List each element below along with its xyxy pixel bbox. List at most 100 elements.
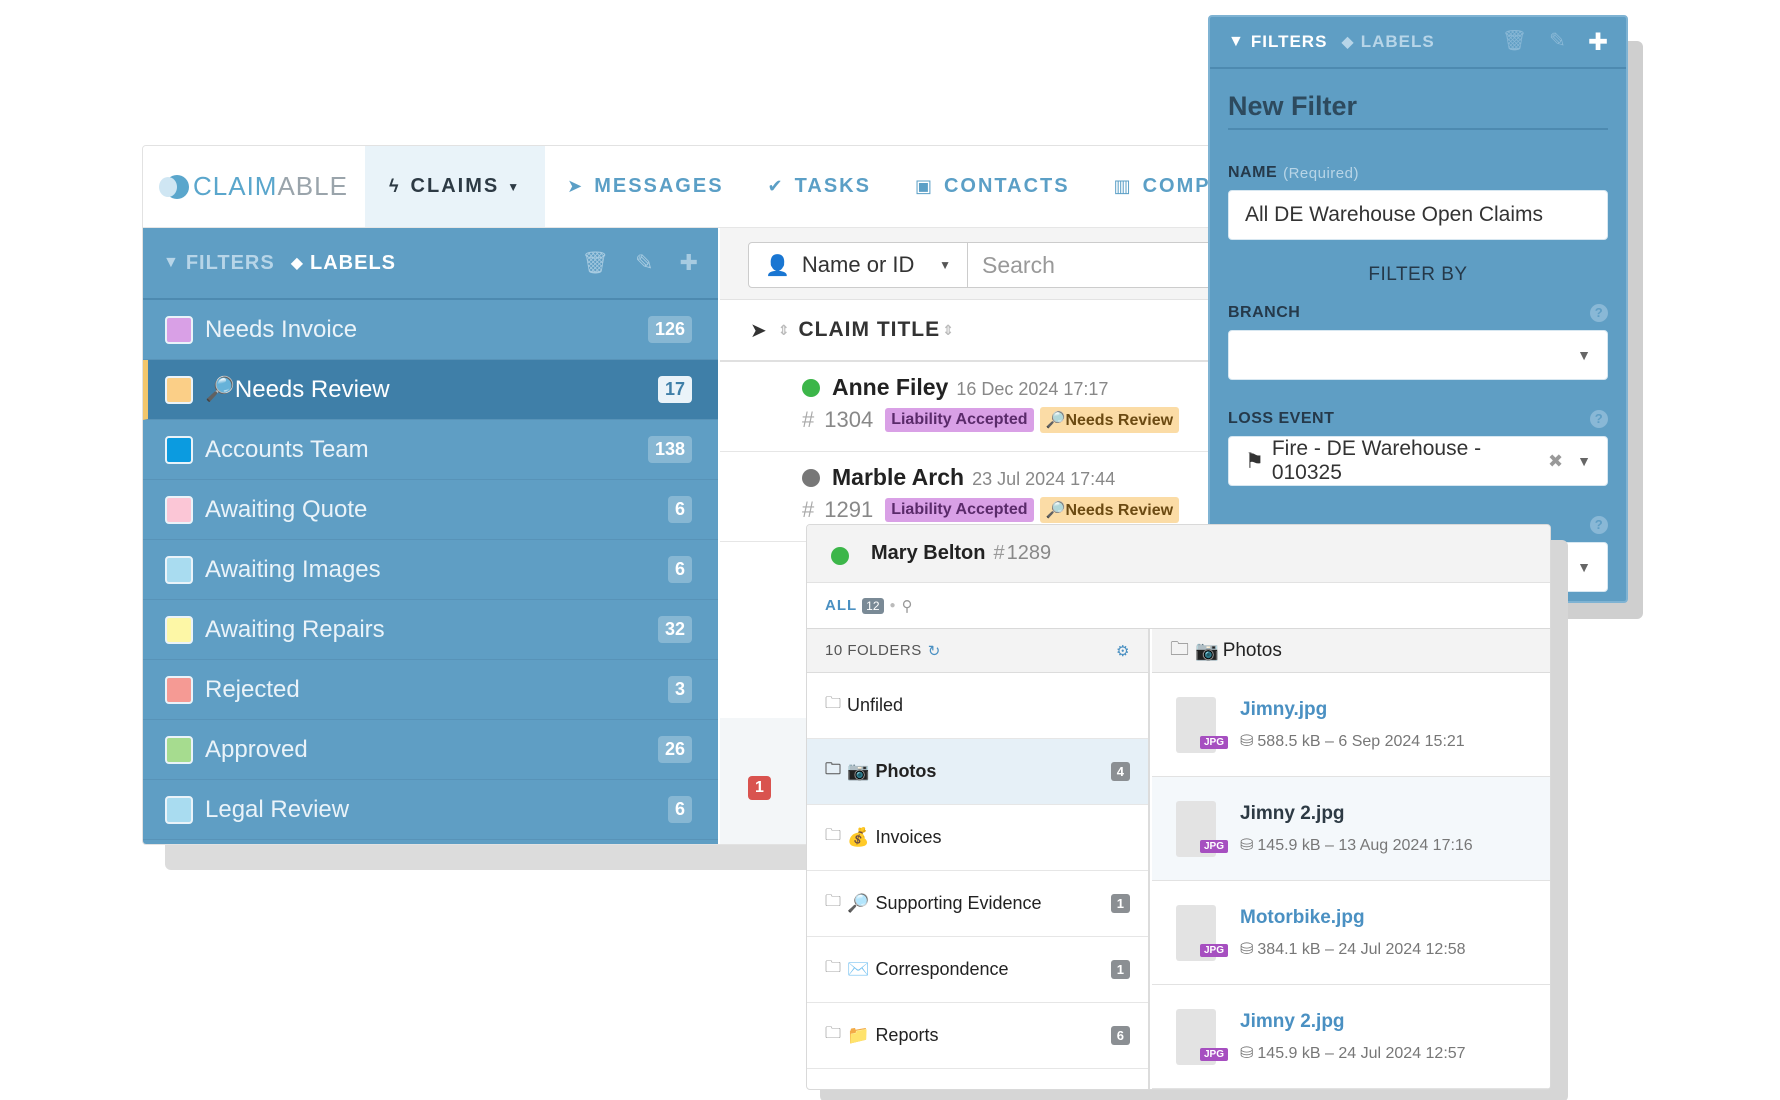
name-field-label: NAME (Required) <box>1228 164 1608 182</box>
folder-supporting-evidence[interactable]: 🗀 🔎 Supporting Evidence 1 <box>807 871 1148 937</box>
separator-dot: ● <box>889 600 896 611</box>
sidebar-item-accounts-team[interactable]: Accounts Team 138 <box>143 420 718 480</box>
label-count-badge: 17 <box>657 376 692 403</box>
claim-date: 23 Jul 2024 17:44 <box>972 469 1116 489</box>
sidebar-item-needs-review[interactable]: 🔎Needs Review 17 <box>143 360 718 420</box>
sidebar-item-awaiting-repairs[interactable]: Awaiting Repairs 32 <box>143 600 718 660</box>
claim-files-panel: Mary Belton # 1289 ALL 12 ● ⚲ 10 FOLDERS… <box>806 524 1551 1090</box>
file-name-link[interactable]: Jimny 2.jpg <box>1240 802 1345 824</box>
check-icon: ✔ <box>767 176 785 196</box>
tab-filters-label: FILTERS <box>1250 32 1328 51</box>
claim-row[interactable]: Anne Filey 16 Dec 2024 17:17 # 1304 Liab… <box>720 362 1241 452</box>
claimant-name: Mary Belton <box>871 542 986 564</box>
file-name-link[interactable]: Jimny 2.jpg <box>1240 1010 1345 1032</box>
label-color-swatch <box>165 735 193 764</box>
label-color-swatch <box>165 315 193 344</box>
claim-row[interactable]: Marble Arch 23 Jul 2024 17:44 # 1291 Lia… <box>720 452 1241 542</box>
label-count-badge: 126 <box>647 316 692 343</box>
tab-labels[interactable]: ◆ LABELS <box>1341 32 1434 52</box>
nav-companies[interactable]: ▥ COMP <box>1092 146 1233 227</box>
address-card-icon: ▣ <box>914 176 934 196</box>
file-meta: 145.9 kB – 24 Jul 2024 12:57 <box>1257 1044 1466 1062</box>
label-count-badge: 3 <box>667 676 692 703</box>
folder-photos[interactable]: 🗀 📷 Photos 4 <box>807 739 1148 805</box>
search-icon[interactable]: ⚲ <box>901 597 913 615</box>
search-type-label: Name or ID <box>801 252 915 277</box>
file-row[interactable]: JPG Jimny 2.jpg ⛁ 145.9 kB – 13 Aug 2024 … <box>1152 777 1550 881</box>
file-row[interactable]: JPG Jimny 2.jpg ⛁ 145.9 kB – 24 Jul 2024 … <box>1152 985 1550 1089</box>
help-icon[interactable]: ? <box>1590 516 1608 534</box>
sidebar-item-awaiting-images[interactable]: Awaiting Images 6 <box>143 540 718 600</box>
label-color-swatch <box>165 495 193 524</box>
files-panel-header: Mary Belton # 1289 <box>807 525 1550 583</box>
chevron-down-icon: ▼ <box>507 179 522 194</box>
trash-icon[interactable]: 🗑 <box>581 250 610 275</box>
loss-event-value: Fire - DE Warehouse - 010325 <box>1271 437 1482 484</box>
pencil-icon[interactable]: ✎ <box>635 250 654 275</box>
nav-contacts[interactable]: ▣ CONTACTS <box>893 146 1092 227</box>
nav-messages[interactable]: ➤ MESSAGES <box>545 146 745 227</box>
claimable-logo[interactable]: CLAIM ABLE <box>143 146 365 227</box>
sidebar-item-needs-invoice[interactable]: Needs Invoice 126 <box>143 300 718 360</box>
search-input[interactable]: Search <box>968 242 1241 288</box>
plus-icon[interactable]: ✚ <box>1587 28 1608 56</box>
sidebar-item-rejected[interactable]: Rejected 3 <box>143 660 718 720</box>
folder-icon: 🗀 <box>825 893 842 910</box>
claim-status-dot <box>802 469 820 487</box>
file-row[interactable]: JPG Jimny.jpg ⛁ 588.5 kB – 6 Sep 2024 15:… <box>1152 673 1550 777</box>
gear-icon[interactable]: ⚙ <box>1116 642 1130 660</box>
folder-correspondence[interactable]: 🗀 ✉️ Correspondence 1 <box>807 937 1148 1003</box>
help-icon[interactable]: ? <box>1590 304 1608 322</box>
folder-invoices[interactable]: 🗀 💰 Invoices <box>807 805 1148 871</box>
claimant-name: Marble Arch <box>832 464 965 490</box>
folder-label: Unfiled <box>847 695 904 715</box>
tab-filters[interactable]: ▼ FILTERS <box>1228 32 1327 52</box>
claim-number: 1304 <box>824 407 874 432</box>
claim-date: 16 Dec 2024 17:17 <box>956 379 1109 399</box>
folder-reports[interactable]: 🗀 📁 Reports 6 <box>807 1003 1148 1069</box>
sidebar-item-approved[interactable]: Approved 26 <box>143 720 718 780</box>
sort-icon[interactable]: ⇕ <box>777 321 791 338</box>
label-color-swatch <box>165 675 193 704</box>
labels-sidebar: ▼ FILTERS ◆ LABELS 🗑 ✎ ✚ Needs Invoice 126… <box>143 228 718 844</box>
filter-icon: ▼ <box>1228 33 1245 50</box>
sidebar-item-awaiting-quote[interactable]: Awaiting Quote 6 <box>143 480 718 540</box>
hard-drive-icon: ⛁ <box>1240 1044 1254 1062</box>
tab-all[interactable]: ALL <box>825 597 858 614</box>
nav-claims[interactable]: ϟ CLAIMS ▼ <box>365 146 546 227</box>
sidebar-item-label: 🔎Needs Review <box>205 376 390 403</box>
file-folder-icon: 📁 <box>847 1025 870 1045</box>
plus-icon[interactable]: ✚ <box>679 250 698 275</box>
trash-icon[interactable]: 🗑 <box>1501 29 1528 52</box>
nav-tasks[interactable]: ✔ TASKS <box>746 146 893 227</box>
tab-labels[interactable]: ◆ LABELS <box>291 252 396 275</box>
folder-unfiled[interactable]: 🗀 Unfiled <box>807 673 1148 739</box>
hash-icon: # <box>993 542 1005 564</box>
file-name-link[interactable]: Jimny.jpg <box>1240 698 1328 720</box>
sort-icon[interactable]: ⇕ <box>942 321 955 338</box>
search-type-select[interactable]: 👤 Name or ID ▼ <box>748 242 968 288</box>
help-icon[interactable]: ? <box>1590 410 1608 428</box>
folder-icon: 🗀 <box>825 761 842 778</box>
label-count-badge: 6 <box>667 496 692 523</box>
folder-icon: 🗀 <box>825 959 842 976</box>
branch-select[interactable]: ▼ <box>1228 330 1608 380</box>
filter-panel-actions: 🗑 ✎ ✚ <box>1502 28 1608 57</box>
file-name-link[interactable]: Motorbike.jpg <box>1240 906 1365 928</box>
folder-list: 10 FOLDERS ↻ ⚙ 🗀 Unfiled 🗀 📷 Photos 4 🗀 … <box>807 629 1150 1089</box>
file-row[interactable]: JPG Motorbike.jpg ⛁ 384.1 kB – 24 Jul 202… <box>1152 881 1550 985</box>
paper-plane-icon: ➤ <box>567 176 585 196</box>
clear-icon[interactable]: ✖ <box>1548 450 1564 471</box>
tab-filters[interactable]: ▼ FILTERS <box>163 252 275 275</box>
filter-name-input[interactable]: All DE Warehouse Open Claims <box>1228 190 1608 240</box>
sidebar-item-legal-review[interactable]: Legal Review 6 <box>143 780 718 840</box>
building-icon: ▥ <box>1113 176 1133 196</box>
pencil-icon[interactable]: ✎ <box>1549 29 1566 52</box>
refresh-icon[interactable]: ↻ <box>927 642 941 660</box>
loss-event-select[interactable]: ⚑ Fire - DE Warehouse - 010325 ✖ ▼ <box>1228 436 1608 486</box>
bolt-icon: ϟ <box>389 176 401 196</box>
folder-icon: 🗀 <box>825 695 842 712</box>
sidebar-item-label: Awaiting Images <box>205 555 381 583</box>
label-count-badge: 32 <box>657 616 692 643</box>
claim-title-column-header[interactable]: ➤ ⇕ CLAIM TITLE ⇕ <box>720 300 1241 362</box>
